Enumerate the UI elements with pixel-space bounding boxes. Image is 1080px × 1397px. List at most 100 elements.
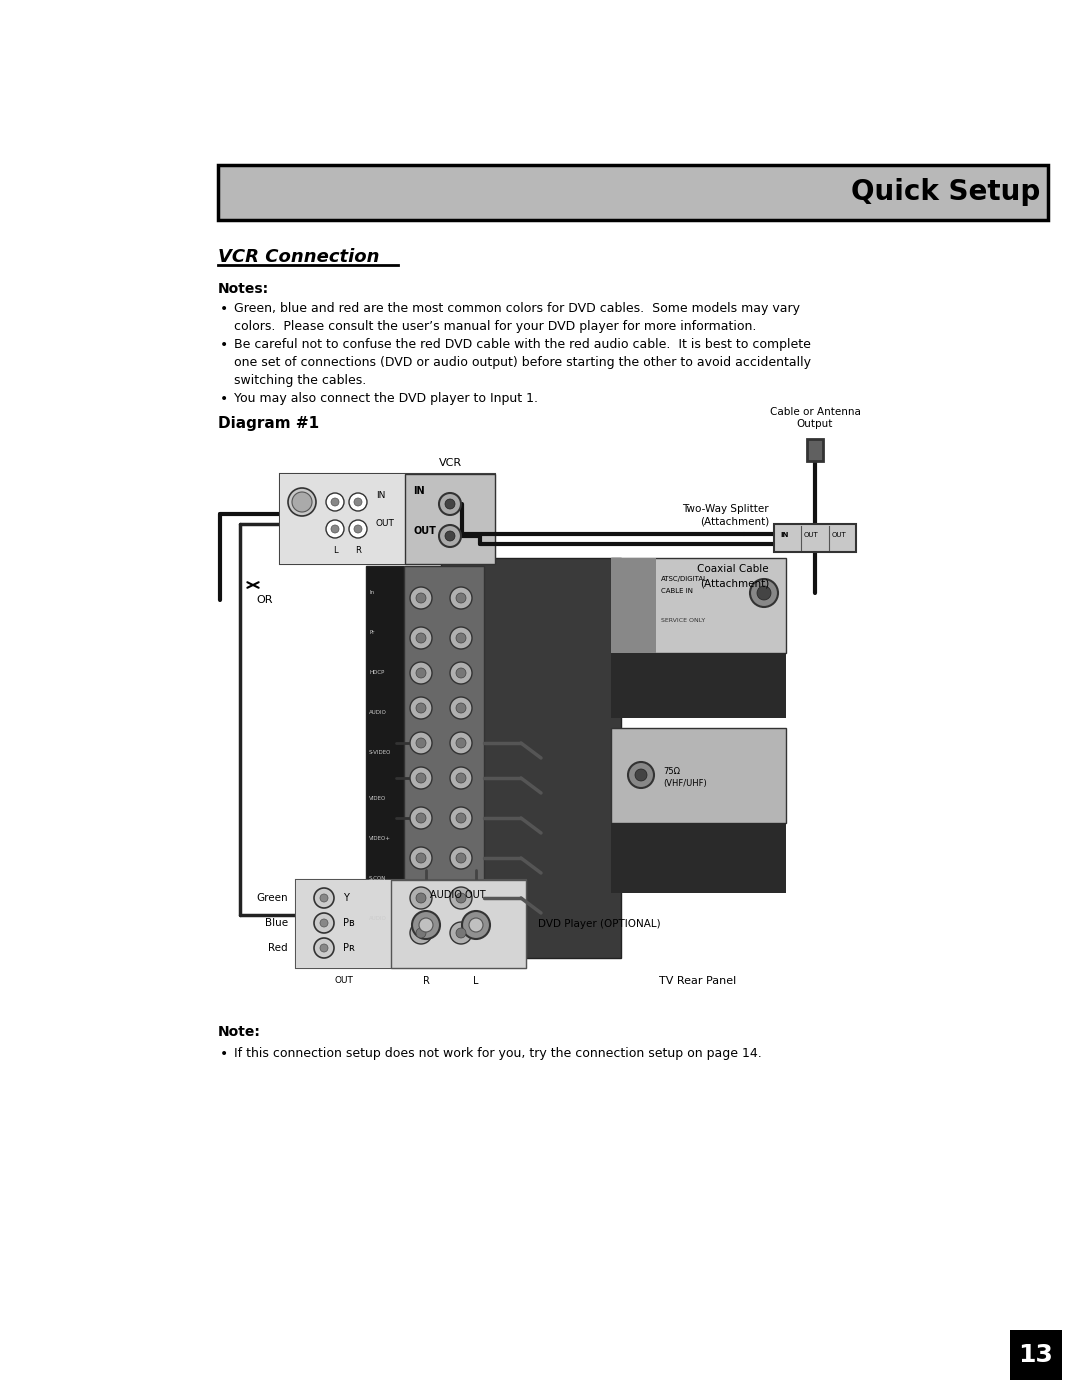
Circle shape [410,767,432,789]
Circle shape [450,662,472,685]
Circle shape [450,767,472,789]
Text: OUT: OUT [413,527,436,536]
Text: Quick Setup: Quick Setup [851,179,1040,207]
Text: TV Rear Panel: TV Rear Panel [660,977,737,986]
FancyBboxPatch shape [404,566,484,950]
Circle shape [627,761,654,788]
Text: Notes:: Notes: [218,282,269,296]
FancyBboxPatch shape [391,880,526,968]
Circle shape [349,493,367,511]
FancyBboxPatch shape [366,566,404,950]
Text: Diagram #1: Diagram #1 [218,416,319,432]
FancyBboxPatch shape [611,557,786,652]
Circle shape [410,662,432,685]
Text: (VHF/UHF): (VHF/UHF) [663,780,706,788]
Circle shape [416,592,426,604]
Circle shape [456,633,465,643]
Text: OUT: OUT [376,520,395,528]
Text: R: R [422,977,430,986]
Text: •: • [220,302,228,316]
Circle shape [411,911,440,939]
Circle shape [416,854,426,863]
Circle shape [354,497,362,506]
Circle shape [450,807,472,828]
Text: Be careful not to confuse the red DVD cable with the red audio cable.  It is bes: Be careful not to confuse the red DVD ca… [234,338,811,387]
Circle shape [450,697,472,719]
Circle shape [450,887,472,909]
Circle shape [450,627,472,650]
Text: R: R [355,546,361,555]
Circle shape [410,627,432,650]
FancyBboxPatch shape [611,652,786,718]
Circle shape [462,911,490,939]
Circle shape [416,633,426,643]
Circle shape [330,525,339,534]
FancyBboxPatch shape [280,474,495,564]
Circle shape [410,732,432,754]
Text: 13: 13 [1018,1343,1053,1368]
Circle shape [326,520,345,538]
Text: AUDIO OUT: AUDIO OUT [430,890,486,900]
Circle shape [635,768,647,781]
Text: HDCP: HDCP [369,671,384,676]
Text: SERVICE ONLY: SERVICE ONLY [661,617,705,623]
Circle shape [314,937,334,958]
Circle shape [349,520,367,538]
Text: VIDEO+: VIDEO+ [369,835,391,841]
FancyBboxPatch shape [774,524,856,552]
Circle shape [456,893,465,902]
Circle shape [320,919,328,928]
Circle shape [410,847,432,869]
Text: OUT: OUT [832,532,847,538]
Text: OR: OR [257,595,273,605]
FancyBboxPatch shape [807,439,823,461]
Text: 75Ω: 75Ω [663,767,680,775]
Text: OUT: OUT [804,532,819,538]
Circle shape [445,531,455,541]
Text: AUDIO: AUDIO [369,915,387,921]
Circle shape [410,697,432,719]
Circle shape [469,918,483,932]
Text: •: • [220,1046,228,1060]
Circle shape [456,703,465,712]
Circle shape [314,888,334,908]
Text: Pʀ: Pʀ [343,943,355,953]
Text: IN: IN [376,492,386,500]
Circle shape [354,525,362,534]
Circle shape [757,585,771,599]
FancyBboxPatch shape [218,165,1048,219]
Text: Green: Green [256,893,288,902]
FancyBboxPatch shape [296,880,526,968]
Circle shape [292,492,312,511]
Text: S-VIDEO: S-VIDEO [369,750,391,756]
Circle shape [456,773,465,782]
Text: Output: Output [797,419,833,429]
Circle shape [320,944,328,951]
FancyBboxPatch shape [611,557,656,652]
Circle shape [450,732,472,754]
Circle shape [416,668,426,678]
Circle shape [456,668,465,678]
Circle shape [416,773,426,782]
Circle shape [410,887,432,909]
Text: IN: IN [780,532,788,538]
FancyBboxPatch shape [611,823,786,893]
Circle shape [450,587,472,609]
FancyBboxPatch shape [441,557,621,958]
Text: In: In [369,591,374,595]
Text: Pʙ: Pʙ [343,918,354,928]
Circle shape [456,928,465,937]
FancyBboxPatch shape [611,728,786,823]
Circle shape [456,592,465,604]
Circle shape [410,587,432,609]
Circle shape [438,493,461,515]
Circle shape [438,525,461,548]
Text: (Attachment): (Attachment) [700,578,769,590]
Circle shape [288,488,316,515]
Circle shape [450,847,472,869]
FancyBboxPatch shape [280,474,405,564]
Circle shape [416,893,426,902]
Text: You may also connect the DVD player to Input 1.: You may also connect the DVD player to I… [234,393,538,405]
Text: Cable or Antenna: Cable or Antenna [770,407,861,416]
Text: CABLE IN: CABLE IN [661,588,693,594]
